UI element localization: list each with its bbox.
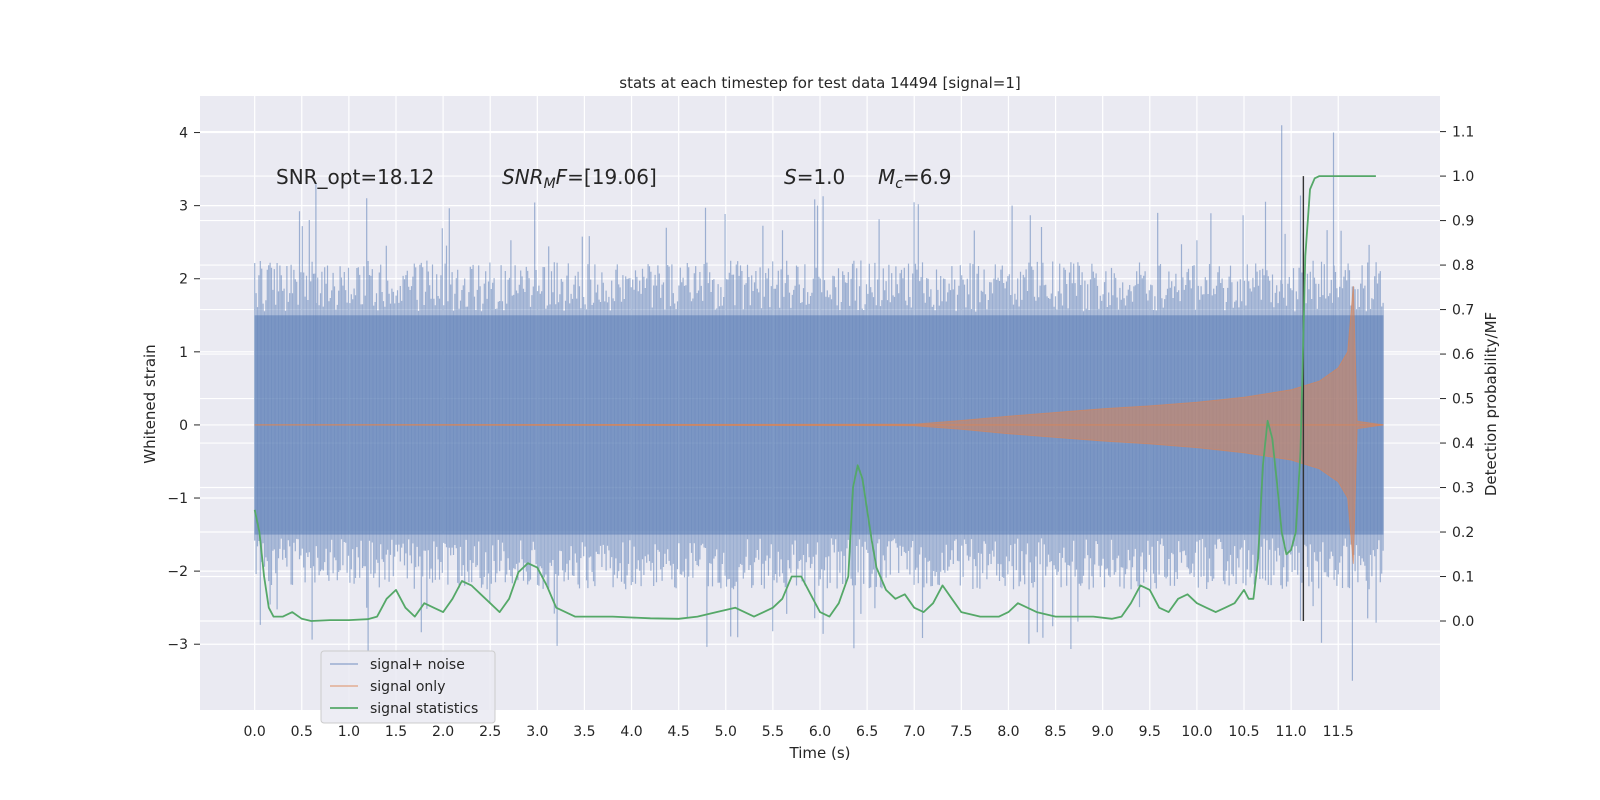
x-tick-label: 6.0 bbox=[809, 724, 831, 740]
x-tick-label: 0.0 bbox=[244, 724, 266, 740]
annotation-s-value: =1.0 bbox=[797, 165, 846, 189]
annotation-s: S=1.0 bbox=[784, 165, 845, 189]
x-tick-label: 3.5 bbox=[573, 724, 595, 740]
x-tick-label: 9.5 bbox=[1139, 724, 1161, 740]
y-tick-label: −1 bbox=[167, 491, 188, 507]
y-right-tick-label: 0.6 bbox=[1452, 347, 1474, 363]
x-tick-label: 10.5 bbox=[1228, 724, 1259, 740]
annotation-mc-value: =6.9 bbox=[903, 165, 952, 189]
y-tick-label: 4 bbox=[179, 126, 188, 142]
y-ticks-right: 1.1 1.0 0.9 0.8 0.7 0.6 0.5 0.4 0.3 0.2 0.1 0.0 bbox=[1440, 125, 1474, 630]
y-right-tick-label: 0.2 bbox=[1452, 525, 1474, 541]
x-tick-label: 8.5 bbox=[1044, 724, 1066, 740]
annotation-snr-mf-subscript: M bbox=[544, 176, 556, 192]
annotations: SNR_opt=18.12 SNRMF=[19.06] S=1.0 Mc=6.9 bbox=[276, 165, 952, 192]
annotation-s-symbol: S bbox=[784, 165, 797, 189]
annotation-snr-opt: SNR_opt=18.12 bbox=[276, 165, 434, 189]
x-tick-label: 0.5 bbox=[291, 724, 313, 740]
chart-title: stats at each timestep for test data 144… bbox=[619, 74, 1020, 92]
y-tick-label: 1 bbox=[179, 345, 188, 361]
y-tick-label: 0 bbox=[179, 418, 188, 434]
x-axis-label: Time (s) bbox=[789, 744, 851, 762]
x-tick-label: 8.0 bbox=[997, 724, 1019, 740]
x-tick-label: 7.5 bbox=[950, 724, 972, 740]
y-right-tick-label: 0.0 bbox=[1452, 614, 1474, 630]
statistics-line bbox=[253, 175, 1376, 622]
series-signal-only bbox=[254, 285, 1384, 564]
x-tick-label: 11.5 bbox=[1323, 724, 1354, 740]
y-right-tick-label: 0.1 bbox=[1452, 570, 1474, 586]
x-tick-label: 4.5 bbox=[668, 724, 690, 740]
x-tick-label: 1.0 bbox=[338, 724, 360, 740]
y-right-tick-label: 0.9 bbox=[1452, 214, 1474, 230]
x-tick-label: 7.0 bbox=[903, 724, 925, 740]
legend: signal+ noise signal only signal statist… bbox=[320, 650, 496, 724]
x-tick-label: 5.5 bbox=[762, 724, 784, 740]
x-tick-label: 1.5 bbox=[385, 724, 407, 740]
y-tick-label: −3 bbox=[167, 637, 188, 653]
annotation-mc: Mc=6.9 bbox=[878, 165, 952, 192]
x-ticks: 0.0 0.5 1.0 1.5 2.0 2.5 3.0 3.5 4.0 4.5 5.0 5.5 6.0 6… bbox=[244, 724, 1354, 740]
series-signal-statistics bbox=[253, 175, 1376, 622]
x-tick-label: 11.0 bbox=[1276, 724, 1307, 740]
annotation-snr-mf: SNRMF=[19.06] bbox=[502, 165, 657, 192]
annotation-snr-mf-symbol: SNR bbox=[502, 165, 544, 189]
y-ticks-left: 4 3 2 1 0 −1 −2 −3 bbox=[167, 126, 200, 653]
legend-label-signal-only: signal only bbox=[370, 679, 445, 695]
y-right-tick-label: 0.5 bbox=[1452, 392, 1474, 408]
y-tick-label: −2 bbox=[167, 564, 188, 580]
legend-label-signal-statistics: signal statistics bbox=[370, 701, 478, 717]
annotation-mc-symbol: M bbox=[878, 165, 895, 189]
x-tick-label: 2.0 bbox=[432, 724, 454, 740]
annotation-snr-mf-value: =[19.06] bbox=[567, 165, 657, 189]
x-tick-label: 5.0 bbox=[715, 724, 737, 740]
annotation-snr-mf-f: F bbox=[556, 165, 568, 189]
y-axis-label-right: Detection probability/MF bbox=[1482, 312, 1500, 496]
x-tick-label: 4.0 bbox=[620, 724, 642, 740]
x-tick-label: 2.5 bbox=[479, 724, 501, 740]
y-right-tick-label: 1.1 bbox=[1452, 125, 1474, 141]
x-tick-label: 9.0 bbox=[1092, 724, 1114, 740]
y-tick-label: 2 bbox=[179, 272, 188, 288]
x-tick-label: 6.5 bbox=[856, 724, 878, 740]
y-right-tick-label: 1.0 bbox=[1452, 169, 1474, 185]
y-axis-label-left: Whitened strain bbox=[141, 344, 159, 463]
annotation-mc-subscript: c bbox=[895, 176, 903, 192]
y-tick-label: 3 bbox=[179, 199, 188, 215]
y-right-tick-label: 0.7 bbox=[1452, 303, 1474, 319]
x-tick-label: 3.0 bbox=[526, 724, 548, 740]
legend-box bbox=[320, 650, 496, 724]
y-right-tick-label: 0.4 bbox=[1452, 436, 1474, 452]
y-right-tick-label: 0.3 bbox=[1452, 481, 1474, 497]
legend-label-signal-plus-noise: signal+ noise bbox=[370, 657, 465, 673]
y-right-tick-label: 0.8 bbox=[1452, 258, 1474, 274]
x-tick-label: 10.0 bbox=[1181, 724, 1212, 740]
